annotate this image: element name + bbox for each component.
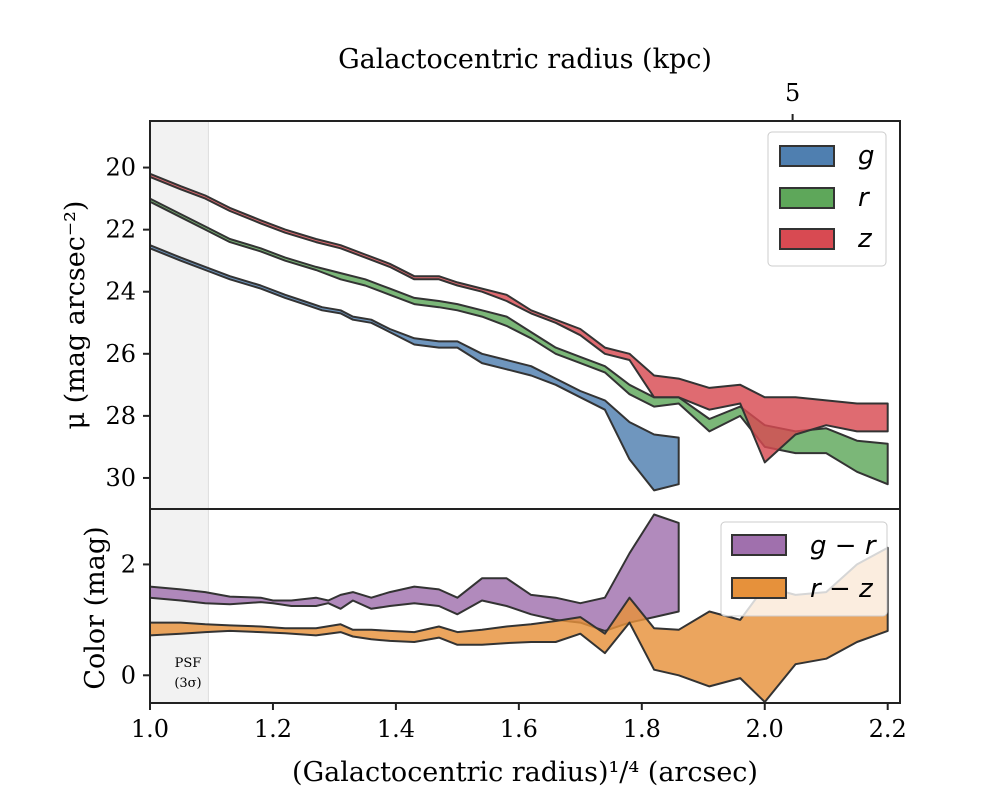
legend-swatch-r-z [731,577,787,599]
y-tick-label: 22 [105,216,136,244]
band-r [149,197,889,486]
band-g-r [149,513,680,632]
y-tick-label: 28 [105,402,136,430]
x-tick-label: 1.0 [131,715,169,743]
band-z [149,172,889,464]
legend-swatch-g [779,145,835,167]
y-tick-label: 30 [105,464,136,492]
top-legend: g r z [767,131,887,267]
x-tick-label: 2.2 [869,715,907,743]
band-r-z [149,546,889,703]
x-tick-label: 1.4 [377,715,415,743]
color-bands [149,513,889,703]
legend-label-r-z: r − z [810,574,874,604]
x-tick-label: 1.8 [623,715,661,743]
y-tick-label: 20 [105,154,136,182]
psf-sigma-label: (3σ) [174,676,201,691]
legend-label-g-r: g − r [810,531,878,561]
legend-label-g: g [858,141,875,171]
surface-brightness-bands [149,172,889,492]
legend-label-r: r [858,183,871,213]
x-axis-label: (Galactocentric radius)¹/⁴ (arcsec) [292,757,758,788]
legend-label-z: z [857,224,873,254]
legend-swatch-r [779,187,835,209]
x-tick-label: 1.2 [254,715,292,743]
y-tick-label: 26 [105,340,136,368]
top-x-tick-label: 5 [785,79,800,107]
psf-region [149,120,209,704]
legend-swatch-z [779,228,835,250]
bottom-legend: g − r r − z [720,521,888,617]
bottom-panel-frame [149,508,901,704]
color-y-tick-label: 0 [121,661,136,689]
legend-swatch-g-r [731,534,787,556]
top-axis-label: Galactocentric radius (kpc) [338,44,712,75]
psf-label: PSF [175,656,202,671]
y-tick-label: 24 [105,278,136,306]
band-g [149,244,680,492]
x-tick-label: 2.0 [746,715,784,743]
color-y-tick-label: 2 [121,550,136,578]
x-tick-label: 1.6 [500,715,538,743]
top-y-axis-label: μ (mag arcsec⁻²) [60,201,91,430]
bottom-y-axis-label: Color (mag) [80,526,111,689]
axis-ticks: 1.0 1.2 1.4 1.6 1.8 2.0 2.2 20 22 24 26 28 30 0 2 5 [105,79,906,743]
